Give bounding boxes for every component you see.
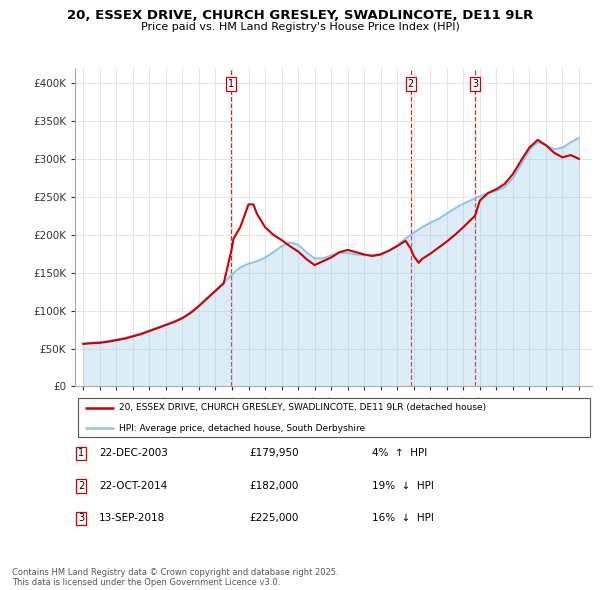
Text: £225,000: £225,000 [249,513,298,523]
Text: 2: 2 [78,481,84,491]
Text: 22-OCT-2014: 22-OCT-2014 [99,481,167,491]
Text: £179,950: £179,950 [249,448,299,458]
Text: 3: 3 [78,513,84,523]
Text: 13-SEP-2018: 13-SEP-2018 [99,513,165,523]
Text: 20, ESSEX DRIVE, CHURCH GRESLEY, SWADLINCOTE, DE11 9LR (detached house): 20, ESSEX DRIVE, CHURCH GRESLEY, SWADLIN… [119,403,486,412]
Text: 19%  ↓  HPI: 19% ↓ HPI [372,481,434,491]
Text: 20, ESSEX DRIVE, CHURCH GRESLEY, SWADLINCOTE, DE11 9LR: 20, ESSEX DRIVE, CHURCH GRESLEY, SWADLIN… [67,9,533,22]
Text: 1: 1 [78,448,84,458]
Text: 22-DEC-2003: 22-DEC-2003 [99,448,168,458]
FancyBboxPatch shape [77,398,590,437]
Text: 2: 2 [407,79,414,89]
Text: 16%  ↓  HPI: 16% ↓ HPI [372,513,434,523]
Text: Price paid vs. HM Land Registry's House Price Index (HPI): Price paid vs. HM Land Registry's House … [140,22,460,32]
Text: 1: 1 [229,79,235,89]
Text: Contains HM Land Registry data © Crown copyright and database right 2025.
This d: Contains HM Land Registry data © Crown c… [12,568,338,587]
Text: 4%  ↑  HPI: 4% ↑ HPI [372,448,427,458]
Text: 3: 3 [472,79,478,89]
Text: HPI: Average price, detached house, South Derbyshire: HPI: Average price, detached house, Sout… [119,424,365,433]
Text: £182,000: £182,000 [249,481,298,491]
